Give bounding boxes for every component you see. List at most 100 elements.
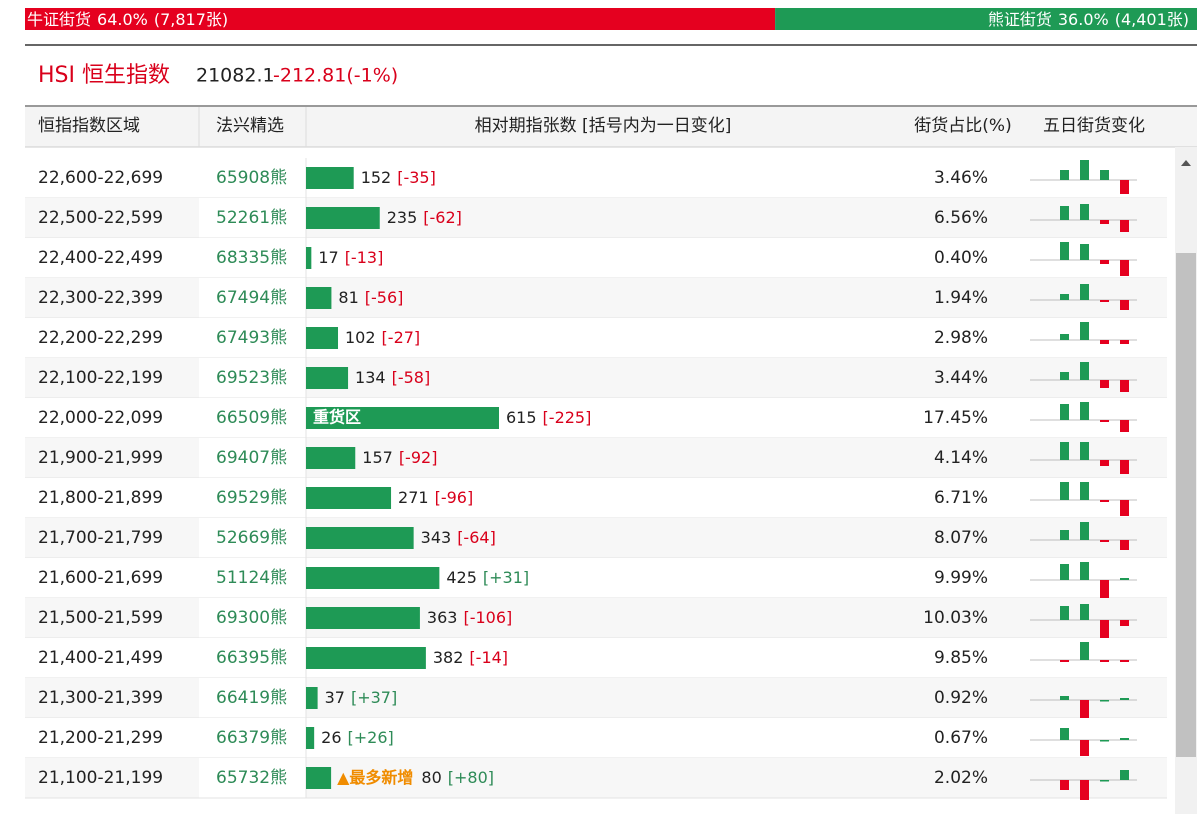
count-bar — [306, 287, 332, 309]
range: 21,800-21,899 — [38, 488, 163, 508]
bull-ratio-label: 牛证街货 64.0% (7,817张) — [27, 10, 228, 29]
pick[interactable]: 65908熊 — [216, 168, 287, 188]
pick-cell — [199, 558, 306, 598]
range: 22,200-22,299 — [38, 328, 163, 348]
pick[interactable]: 51124熊 — [216, 568, 287, 588]
table-row — [25, 238, 1167, 278]
column-header: 五日街货变化 — [1043, 116, 1145, 136]
index-name: HSI 恒生指数 — [38, 63, 170, 88]
spark-bar — [1100, 420, 1109, 422]
pick[interactable]: 69529熊 — [216, 488, 287, 508]
spark-bar — [1080, 402, 1089, 420]
scrollbar-thumb[interactable] — [1176, 253, 1196, 757]
pick[interactable]: 52261熊 — [216, 208, 287, 228]
change: [-62] — [423, 208, 462, 227]
range: 21,500-21,599 — [38, 608, 163, 628]
count-label: 134 [-58] — [355, 368, 430, 387]
count: 382 — [433, 648, 464, 667]
inner-tag: 重货区 — [313, 408, 361, 427]
count-label: 102 [-27] — [345, 328, 420, 347]
share: 4.14% — [934, 448, 988, 468]
column-header: 街货占比(%) — [914, 116, 1011, 136]
count: 81 — [338, 288, 358, 307]
spark-bar — [1060, 404, 1069, 420]
spark-bar — [1100, 740, 1109, 742]
count-bar — [306, 767, 332, 789]
table-row — [25, 358, 1167, 398]
spark-bar — [1100, 540, 1109, 542]
count: 157 — [362, 448, 393, 467]
share: 9.85% — [934, 648, 988, 668]
share: 10.03% — [923, 608, 988, 628]
share: 2.02% — [934, 768, 988, 788]
spark-bar — [1120, 300, 1129, 310]
column-header: 相对期指张数 [括号内为一日变化] — [475, 116, 732, 136]
pick-cell — [199, 278, 306, 318]
range: 22,000-22,099 — [38, 408, 163, 428]
pick[interactable]: 69300熊 — [216, 608, 287, 628]
spark-bar — [1080, 780, 1089, 800]
spark-bar — [1060, 606, 1069, 620]
pick[interactable]: 69407熊 — [216, 448, 287, 468]
bear-percent_label: 36.0% — [1058, 10, 1109, 29]
table-row — [25, 518, 1167, 558]
pick-cell — [199, 158, 306, 198]
spark-bar — [1080, 482, 1089, 500]
spark-bar — [1060, 442, 1069, 460]
spark-bar — [1100, 460, 1109, 466]
pick[interactable]: 67494熊 — [216, 288, 287, 308]
bull-ratio-bar — [25, 8, 776, 30]
table-row — [25, 318, 1167, 358]
table-row — [25, 278, 1167, 318]
table-row — [25, 758, 1167, 798]
spark-bar — [1060, 294, 1069, 300]
scroll-up-arrow[interactable] — [1181, 160, 1191, 166]
pick[interactable]: 68335熊 — [216, 248, 287, 268]
range: 21,300-21,399 — [38, 688, 163, 708]
count-bar — [306, 727, 315, 749]
table-row — [25, 198, 1167, 238]
pick[interactable]: 69523熊 — [216, 368, 287, 388]
count: 271 — [398, 488, 429, 507]
change: [-13] — [345, 248, 384, 267]
count: 134 — [355, 368, 386, 387]
count-bar — [306, 607, 420, 629]
pick[interactable]: 66379熊 — [216, 728, 287, 748]
spark-bar — [1080, 322, 1089, 340]
range: 21,400-21,499 — [38, 648, 163, 668]
count-bar — [306, 487, 392, 509]
spark-bar — [1060, 482, 1069, 500]
spark-bar — [1100, 780, 1109, 782]
pick[interactable]: 67493熊 — [216, 328, 287, 348]
count-label: 271 [-96] — [398, 488, 473, 507]
range: 21,600-21,699 — [38, 568, 163, 588]
pick-cell — [199, 638, 306, 678]
range: 21,100-21,199 — [38, 768, 163, 788]
pick[interactable]: 65732熊 — [216, 768, 287, 788]
spark-bar — [1080, 642, 1089, 660]
share: 2.98% — [934, 328, 988, 348]
bear-ratio-bar — [775, 8, 1197, 30]
count: 235 — [387, 208, 418, 227]
pick[interactable]: 66395熊 — [216, 648, 287, 668]
share: 1.94% — [934, 288, 988, 308]
change: [+37] — [351, 688, 397, 707]
count: 363 — [427, 608, 458, 627]
table-row — [25, 478, 1167, 518]
bear-count: (4,401张) — [1115, 10, 1189, 29]
count-bar — [306, 447, 356, 469]
range: 21,700-21,799 — [38, 528, 163, 548]
pick[interactable]: 66419熊 — [216, 688, 287, 708]
spark-bar — [1060, 334, 1069, 340]
spark-bar — [1100, 220, 1109, 224]
count: 37 — [325, 688, 345, 707]
pick-cell — [199, 318, 306, 358]
pick[interactable]: 52669熊 — [216, 528, 287, 548]
table-row — [25, 678, 1167, 718]
count-label: 152 [-35] — [361, 168, 436, 187]
pick[interactable]: 66509熊 — [216, 408, 287, 428]
count-label: 235 [-62] — [387, 208, 462, 227]
spark-bar — [1100, 300, 1109, 302]
count-label: 363 [-106] — [427, 608, 512, 627]
column-header: 法兴精选 — [216, 116, 284, 136]
